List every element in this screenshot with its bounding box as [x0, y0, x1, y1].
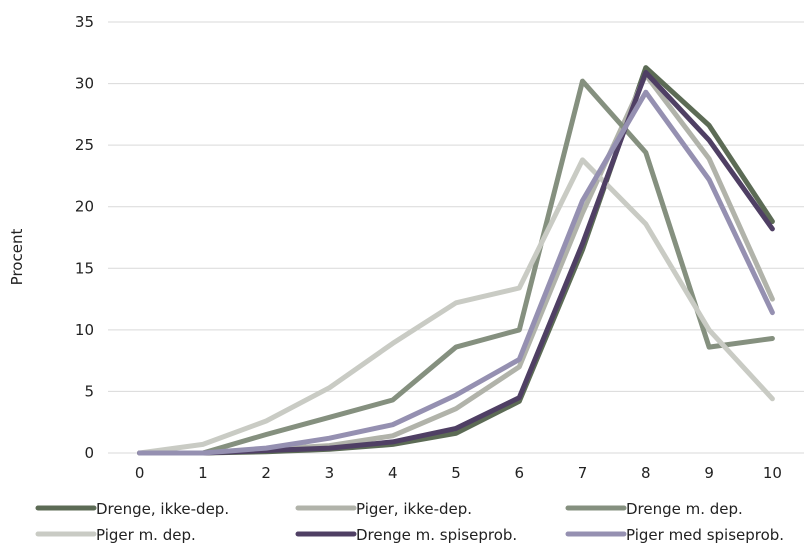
x-tick-label: 6	[514, 464, 524, 482]
gridlines	[108, 21, 804, 454]
x-tick-label: 3	[325, 464, 335, 482]
x-tick-label: 10	[763, 464, 782, 482]
y-axis-label: Procent	[8, 229, 26, 286]
legend: Drenge, ikke-dep. Piger, ikke-dep. Drenge …	[35, 500, 784, 544]
y-tick-label: 5	[84, 382, 94, 400]
legend-label: Drenge m. spiseprob.	[356, 526, 517, 544]
legend-label: Drenge m. dep.	[626, 500, 743, 518]
y-tick-label: 15	[75, 259, 94, 277]
legend-label: Piger m. dep.	[96, 526, 196, 544]
series-line-3	[137, 78, 775, 456]
series-line-4	[137, 157, 775, 456]
y-tick-label: 20	[75, 198, 94, 216]
x-tick-label: 7	[578, 464, 588, 482]
legend-label: Piger med spiseprob.	[626, 526, 784, 544]
legend-label: Piger, ikke-dep.	[356, 500, 472, 518]
x-tick-label: 1	[198, 464, 208, 482]
x-axis-ticks: 0 1 2 3 4 5 6 7 8 9 10	[135, 464, 782, 482]
y-tick-label: 35	[75, 13, 94, 31]
x-tick-label: 8	[641, 464, 651, 482]
x-tick-label: 0	[135, 464, 145, 482]
x-tick-label: 4	[388, 464, 398, 482]
y-tick-label: 25	[75, 136, 94, 154]
legend-label: Drenge, ikke-dep.	[96, 500, 229, 518]
series-lines	[137, 65, 775, 456]
y-tick-label: 30	[75, 75, 94, 93]
y-tick-label: 10	[75, 321, 94, 339]
series-line-6	[137, 89, 775, 456]
y-axis-ticks: 0 5 10 15 20 25 30 35	[75, 13, 94, 462]
x-tick-label: 9	[704, 464, 714, 482]
x-tick-label: 5	[451, 464, 461, 482]
x-tick-label: 2	[261, 464, 271, 482]
y-tick-label: 0	[84, 444, 94, 462]
